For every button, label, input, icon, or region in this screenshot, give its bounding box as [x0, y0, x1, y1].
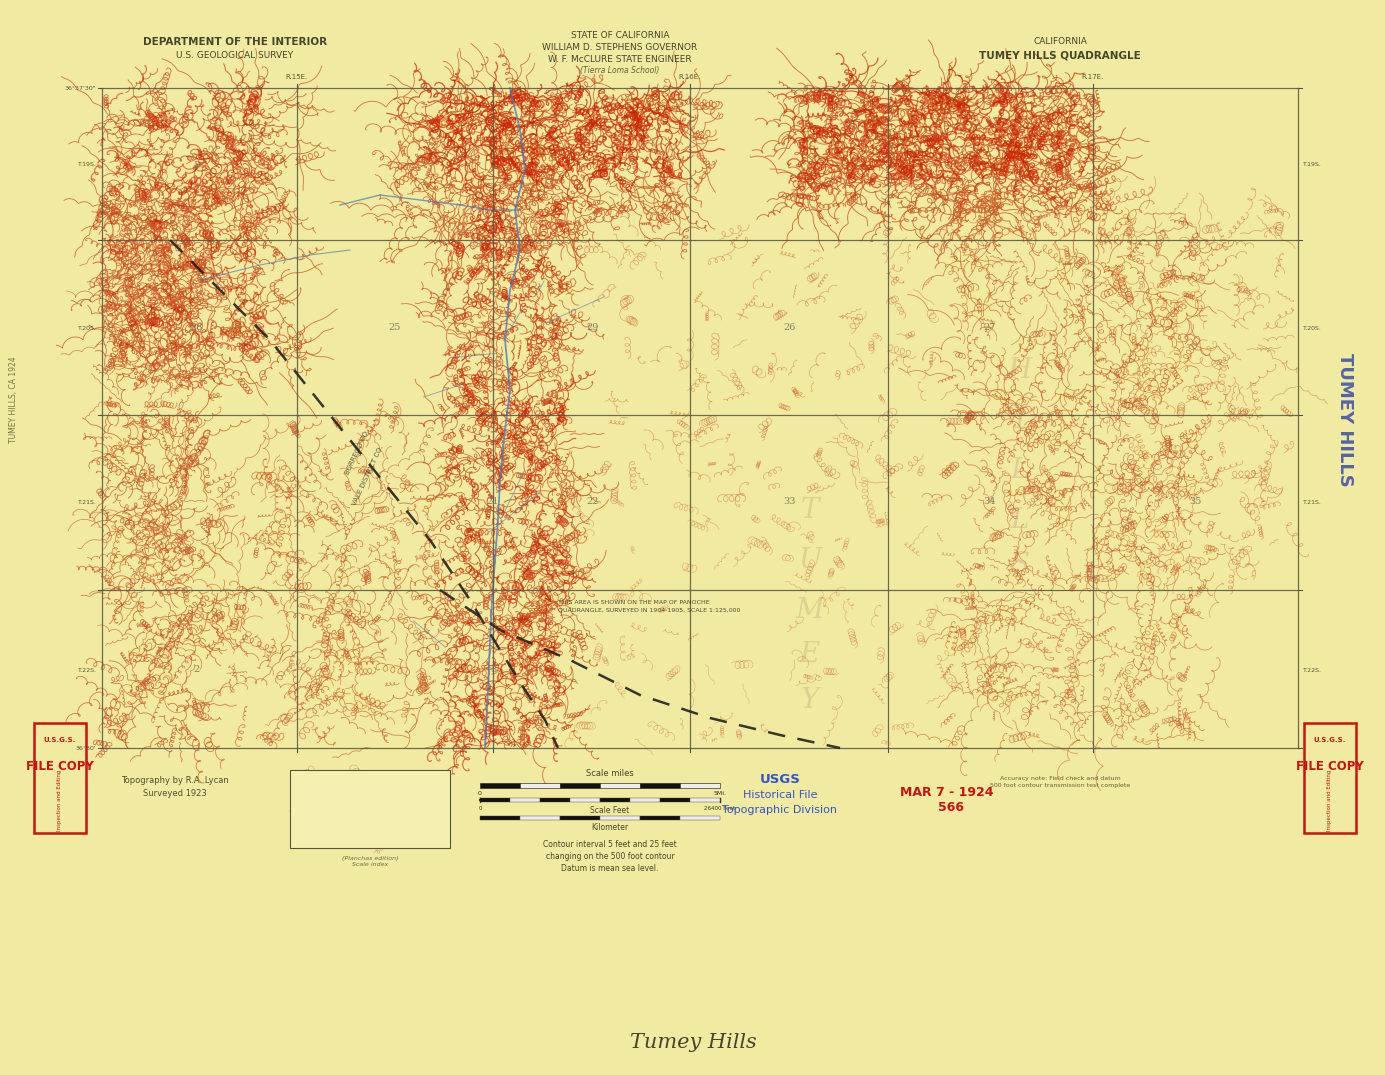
Text: Scale Feet: Scale Feet: [590, 806, 630, 815]
Text: STATE OF CALIFORNIA: STATE OF CALIFORNIA: [571, 30, 669, 40]
Polygon shape: [560, 816, 600, 820]
Text: 35: 35: [1188, 498, 1201, 506]
Text: 0: 0: [478, 791, 482, 795]
Text: R.16E.: R.16E.: [679, 74, 701, 80]
Text: Historical File: Historical File: [742, 790, 817, 800]
Polygon shape: [560, 783, 600, 788]
Text: U: U: [798, 546, 821, 573]
Text: Scale miles: Scale miles: [586, 769, 634, 777]
Text: Y: Y: [801, 687, 819, 714]
Text: 3: 3: [490, 665, 496, 674]
Polygon shape: [600, 783, 640, 788]
Text: CALIFORNIA: CALIFORNIA: [1033, 38, 1087, 46]
Text: Datum is mean sea level.: Datum is mean sea level.: [561, 864, 659, 873]
Text: 22: 22: [587, 498, 600, 506]
Polygon shape: [600, 798, 630, 802]
Polygon shape: [600, 816, 640, 820]
Text: T.22S.: T.22S.: [78, 668, 97, 673]
Text: Inspection and Editing: Inspection and Editing: [1327, 770, 1332, 831]
Polygon shape: [630, 798, 661, 802]
Text: 26400 Feet: 26400 Feet: [705, 806, 735, 811]
Polygon shape: [540, 798, 571, 802]
Text: S: S: [1011, 551, 1029, 578]
Text: T.20S.: T.20S.: [1303, 326, 1321, 330]
Polygon shape: [519, 816, 560, 820]
Text: T.21S.: T.21S.: [78, 500, 97, 504]
Polygon shape: [102, 88, 1298, 748]
Text: U.S.G.S.: U.S.G.S.: [1314, 737, 1346, 743]
Text: 26: 26: [784, 324, 796, 332]
Text: (Tierra Loma School): (Tierra Loma School): [580, 67, 659, 75]
Polygon shape: [640, 783, 680, 788]
Text: changing on the 500 foot contour: changing on the 500 foot contour: [546, 852, 674, 861]
Text: USGS: USGS: [759, 773, 801, 786]
Text: FILE COPY: FILE COPY: [1296, 760, 1364, 773]
Text: 5Mi.: 5Mi.: [713, 791, 727, 795]
Polygon shape: [289, 770, 450, 848]
Text: Tumey Hills: Tumey Hills: [630, 1032, 756, 1051]
Text: U.S.G.S.: U.S.G.S.: [44, 737, 76, 743]
Text: WILLIAM D. STEPHENS GOVERNOR: WILLIAM D. STEPHENS GOVERNOR: [543, 43, 698, 52]
Text: VALE DISTRICT CO.: VALE DISTRICT CO.: [352, 444, 385, 506]
Text: TUMEY HILLS: TUMEY HILLS: [1337, 353, 1355, 487]
Polygon shape: [640, 816, 680, 820]
Polygon shape: [510, 798, 540, 802]
Polygon shape: [519, 783, 560, 788]
Text: R.15E.: R.15E.: [285, 74, 307, 80]
Text: 566: 566: [938, 801, 964, 814]
Text: T.21S.: T.21S.: [1303, 500, 1321, 504]
Polygon shape: [571, 798, 600, 802]
Text: (Planchas edition)
Scale index: (Planchas edition) Scale index: [342, 856, 399, 868]
Text: Topography by R.A. Lycan
Surveyed 1923: Topography by R.A. Lycan Surveyed 1923: [120, 776, 229, 799]
Text: L: L: [1011, 457, 1029, 484]
Polygon shape: [481, 816, 519, 820]
Text: T.20S.: T.20S.: [78, 326, 97, 330]
Text: FILE COPY: FILE COPY: [26, 760, 94, 773]
Text: T.19S.: T.19S.: [1303, 162, 1321, 168]
Text: MAR 7 - 1924: MAR 7 - 1924: [900, 786, 993, 799]
Text: 25: 25: [389, 324, 402, 332]
Text: H: H: [1008, 357, 1032, 384]
Text: Topographic Division: Topographic Division: [723, 805, 838, 815]
Text: P: P: [194, 160, 201, 170]
Polygon shape: [690, 798, 720, 802]
Text: 34: 34: [983, 498, 996, 506]
Text: Accuracy note: Field check and datum
500 foot contour transmission test complete: Accuracy note: Field check and datum 500…: [990, 776, 1130, 788]
Polygon shape: [680, 816, 720, 820]
Text: T.19S.: T.19S.: [78, 162, 97, 168]
Text: TUMEY HILLS, CA 1924: TUMEY HILLS, CA 1924: [10, 357, 18, 443]
Text: T.22S.: T.22S.: [1303, 668, 1323, 673]
Text: I: I: [1014, 406, 1025, 433]
Text: Contour interval 5 feet and 25 feet: Contour interval 5 feet and 25 feet: [543, 840, 677, 849]
Text: 28: 28: [191, 324, 204, 332]
Text: U.S. GEOLOGICAL SURVEY: U.S. GEOLOGICAL SURVEY: [176, 51, 294, 59]
Text: BORREGO CO.: BORREGO CO.: [345, 429, 371, 475]
Text: 21: 21: [486, 498, 499, 506]
Text: DEPARTMENT OF THE INTERIOR: DEPARTMENT OF THE INTERIOR: [143, 37, 327, 47]
Text: 2: 2: [194, 665, 199, 674]
Polygon shape: [680, 783, 720, 788]
Text: 36°37'30": 36°37'30": [64, 86, 96, 90]
Text: THIS AREA IS SHOWN ON THE MAP OF PANOCHE
QUADRANGLE, SURVEYED IN 1904-1905, SCAL: THIS AREA IS SHOWN ON THE MAP OF PANOCHE…: [558, 600, 741, 612]
Text: M: M: [796, 597, 824, 623]
Text: W. F. McCLURE STATE ENGINEER: W. F. McCLURE STATE ENGINEER: [548, 55, 692, 63]
Text: L: L: [1011, 506, 1029, 533]
Polygon shape: [661, 798, 690, 802]
Text: T: T: [801, 497, 820, 524]
Text: R.17E.: R.17E.: [1082, 74, 1104, 80]
Text: 36°30': 36°30': [75, 745, 96, 750]
Text: 0: 0: [478, 806, 482, 811]
Polygon shape: [481, 783, 519, 788]
Text: Inspection and Editing: Inspection and Editing: [58, 770, 62, 831]
Polygon shape: [481, 798, 510, 802]
Text: 27: 27: [983, 324, 996, 332]
Text: Kilometer: Kilometer: [591, 823, 629, 832]
Text: E: E: [801, 642, 820, 669]
Text: 33: 33: [784, 498, 796, 506]
Text: 29: 29: [587, 324, 600, 332]
Text: TUMEY HILLS QUADRANGLE: TUMEY HILLS QUADRANGLE: [979, 51, 1141, 60]
